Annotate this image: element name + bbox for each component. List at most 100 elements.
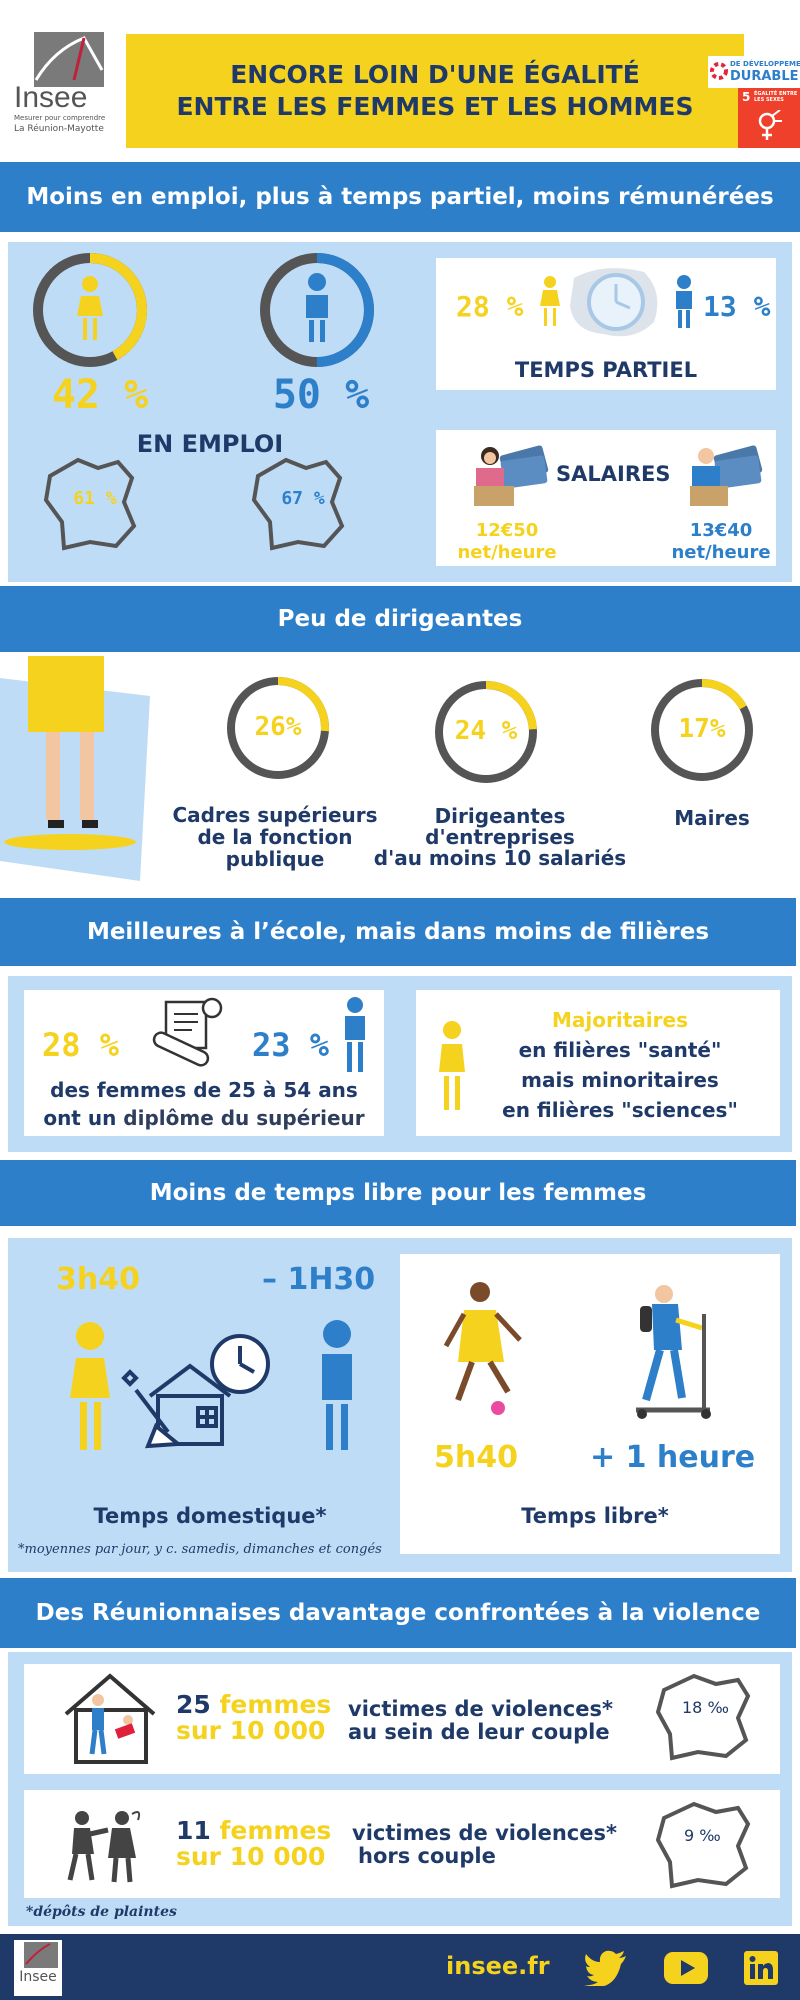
domestic-footnote: *moyennes par jour, y c. samedis, dimanc… [18,1542,382,1557]
header-title-line2: ENTRE LES FEMMES ET LES HOMMES [176,92,694,121]
dirigeantes-label-line: d'entreprises [425,825,575,849]
section3-title: Meilleures à l’école, mais dans moins de… [0,898,796,966]
domestic-label: Temps domestique* [93,1504,327,1528]
part-time-women-value: 28 % [456,290,524,323]
violence-row2-stat: 11 femmes sur 10 000 [176,1818,331,1870]
france-map-icon [655,1801,751,1889]
dirigeantes-label-line: d'au moins 10 salariés [373,846,627,870]
violence-row2-per: sur 10 000 [176,1842,326,1871]
salary-men-value: 13€40 [689,520,753,541]
footer-insee-logo[interactable]: Insee [14,1940,62,1996]
part-time-label: TEMPS PARTIEL [514,358,698,382]
violence-row1-women: femmes [219,1690,332,1719]
man-with-money-icon [690,445,763,506]
odd5-badge: 5 ÉGALITÉ ENTRE LES SEXES [738,88,800,148]
ring-maires [651,679,753,781]
fields-box [416,990,780,1136]
odd5-number: 5 [742,90,751,104]
odd5-text: ÉGALITÉ ENTRE LES SEXES [754,91,798,103]
free-time-graphic [443,1282,711,1419]
degree-line2: ont un diplôme du supérieur [24,1106,384,1130]
odd-logo[interactable]: DE DÉVELOPPEMENT DURABLE [708,56,800,88]
cadres-label-line: de la fonction [197,825,353,849]
diploma-icon [152,997,223,1067]
france-map-icon [655,1673,751,1761]
assault-icon [67,1811,141,1883]
violence-row2-text-a: victimes de violences* [352,1821,617,1845]
gender-equality-icon [758,110,782,140]
domestic-men-value: – 1H30 [262,1262,376,1297]
woman-icon [77,276,103,340]
violence-row2-france: 9 ‰ [684,1826,721,1845]
twitter-icon[interactable] [584,1950,628,1986]
header-title-line1: ENCORE LOIN D'UNE ÉGALITÉ [230,60,640,89]
salary-women-value: 12€50 [475,520,539,541]
clock-icon [570,268,658,337]
insee-logo-tagline: Mesurer pour comprendre [14,114,106,122]
free-time-label: Temps libre* [521,1504,669,1528]
odd-label-top: DE DÉVELOPPEMENT [730,60,800,68]
violence-row1-stat: 25 femmes sur 10 000 [176,1692,331,1744]
footer-logo-text: Insee [19,1969,57,1985]
ring-dirigeantes-entreprises [435,681,537,783]
header-title-box: ENCORE LOIN D'UNE ÉGALITÉ ENTRE LES FEMM… [126,34,744,148]
dirigeantes-value: 24 % [454,716,518,746]
majority-line2: en filières "santé" [518,1038,722,1062]
dirigeantes-label-line: Dirigeantes [434,804,566,828]
scooter-man-icon [636,1285,711,1419]
violence-row1-text-a: victimes de violences* [348,1697,613,1721]
woman-with-money-icon [474,445,549,506]
violence-row2-text-b: hors couple [358,1844,496,1868]
cadres-label-line: publique [225,847,325,871]
leaders-rings [227,677,753,783]
man-icon [306,273,328,342]
man-icon [322,1320,352,1450]
salary-women-unit: net/heure [457,542,557,563]
part-time-graphic [540,268,692,337]
businesswoman-illustration [0,656,150,881]
woman-icon [540,276,560,326]
woman-icon [70,1322,110,1450]
violence-row1-france: 18 ‰ [682,1698,729,1717]
women-employment-value: 42 % [51,372,149,418]
woman-icon [439,1021,465,1110]
maires-value: 17% [678,714,726,744]
france-women-employment: 61 % [73,488,117,509]
section1-title: Moins en emploi, plus à temps partiel, m… [0,162,800,232]
section4-title: Moins de temps libre pour les femmes [0,1160,796,1226]
france-map-icon [251,457,345,551]
women-employment-ring [33,253,147,367]
violence-row2-text: victimes de violences* hors couple [352,1822,617,1868]
ring-cadres-superieurs [227,677,329,779]
degree-line2-highlight: diplôme du supérieur [123,1106,365,1130]
dancing-woman-icon [443,1282,522,1415]
domestic-violence-icon [64,1673,156,1764]
women-degree-value: 28 % [42,1026,120,1064]
men-employment-value: 50 % [272,372,370,418]
violence-row1-per: sur 10 000 [176,1716,326,1745]
insee-logo[interactable]: Insee Mesurer pour comprendre La Réunion… [14,30,114,145]
section2-title: Peu de dirigeantes [0,586,800,652]
cadres-label-line: Cadres supérieurs [172,803,378,827]
violence-row2-count: 11 [176,1816,211,1845]
violence-row2-line-a: 11 femmes [176,1818,331,1844]
violence-row1-text-b: au sein de leur couple [348,1720,610,1744]
france-map-icon [43,457,137,551]
salary-label: SALAIRES [556,462,671,486]
majority-line3: mais minoritaires [521,1068,719,1092]
france-men-employment: 67 % [281,488,325,509]
insee-logo-mark [24,1942,58,1968]
youtube-icon[interactable] [664,1952,708,1984]
salary-men-unit: net/heure [671,542,771,563]
insee-logo-region: La Réunion-Mayotte [14,124,104,134]
domestic-time-graphic [70,1320,352,1450]
majority-line4: en filières "sciences" [502,1098,738,1122]
violence-row1-line-a: 25 femmes [176,1692,331,1718]
footer-site-link[interactable]: insee.fr [446,1952,550,1980]
maires-label-line: Maires [674,806,750,830]
cadres-superieurs-value: 26% [254,712,302,742]
free-time-box [400,1254,780,1554]
linkedin-icon[interactable] [744,1951,778,1985]
violence-row2-box [24,1790,780,1898]
